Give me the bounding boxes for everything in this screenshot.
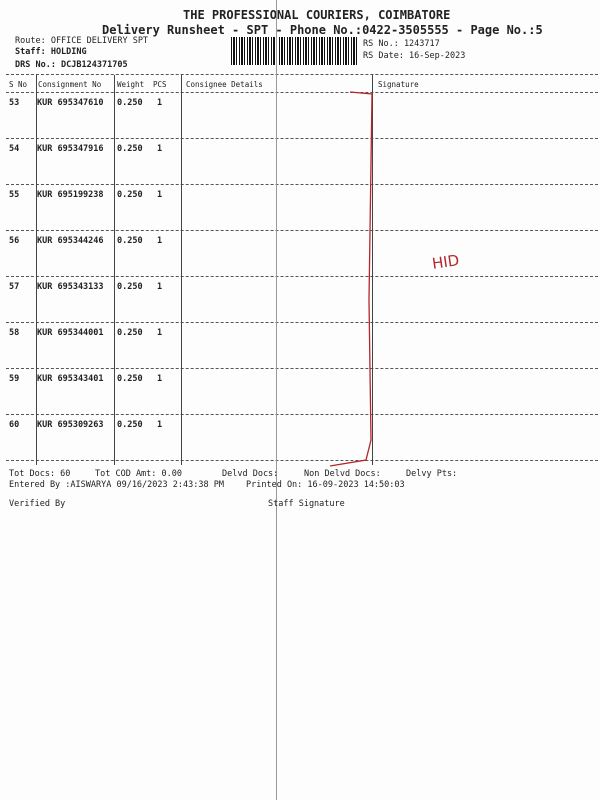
non-delvd-docs: Non Delvd Docs: <box>304 469 381 479</box>
tot-docs: Tot Docs: 60 <box>9 469 71 479</box>
rs-number: RS No.: 1243717 <box>363 39 440 49</box>
row-consignment-no: KUR 695344246 <box>37 236 104 246</box>
row-weight: 0.250 <box>117 282 143 292</box>
col-weight: Weight <box>117 80 145 89</box>
row-weight: 0.250 <box>117 144 143 154</box>
table-row: 54 KUR 695347916 0.250 1 <box>0 139 600 185</box>
row-consignment-no: KUR 695344001 <box>37 328 104 338</box>
table-row: 59 KUR 695343401 0.250 1 <box>0 369 600 415</box>
pen-stroke <box>329 91 373 467</box>
row-weight: 0.250 <box>117 420 143 430</box>
table-row: 58 KUR 695344001 0.250 1 <box>0 323 600 369</box>
row-sno: 55 <box>9 190 20 200</box>
row-weight: 0.250 <box>117 236 143 246</box>
row-sno: 59 <box>9 374 20 384</box>
col-sno: S No <box>9 80 28 89</box>
rs-date: RS Date: 16-Sep-2023 <box>363 51 466 61</box>
row-sno: 58 <box>9 328 20 338</box>
company-name: THE PROFESSIONAL COURIERS, COIMBATORE <box>183 8 451 22</box>
row-pcs: 1 <box>157 328 163 338</box>
row-pcs: 1 <box>157 144 163 154</box>
row-pcs: 1 <box>157 374 163 384</box>
scan-line <box>276 0 277 800</box>
entered-by: Entered By :AISWARYA 09/16/2023 2:43:38 … <box>9 480 224 490</box>
delvy-pts: Delvy Pts: <box>406 469 458 479</box>
row-consignment-no: KUR 695343133 <box>37 282 104 292</box>
runsheet-title: Delivery Runsheet - SPT - Phone No.:0422… <box>102 23 543 37</box>
row-pcs: 1 <box>157 98 163 108</box>
row-consignment-no: KUR 695309263 <box>37 420 104 430</box>
delvd-docs: Delvd Docs: <box>222 469 279 479</box>
route: Route: OFFICE DELIVERY SPT <box>15 36 149 46</box>
tot-cod: Tot COD Amt: 0.00 <box>95 469 182 479</box>
table-row: 55 KUR 695199238 0.250 1 <box>0 185 600 231</box>
verified-by: Verified By <box>9 499 66 509</box>
table-row: 60 KUR 695309263 0.250 1 <box>0 415 600 461</box>
row-pcs: 1 <box>157 420 163 430</box>
row-weight: 0.250 <box>117 98 143 108</box>
row-weight: 0.250 <box>117 190 143 200</box>
row-pcs: 1 <box>157 190 163 200</box>
col-consignee: Consignee Details <box>186 80 263 89</box>
row-consignment-no: KUR 695343401 <box>37 374 104 384</box>
row-sno: 56 <box>9 236 20 246</box>
row-sno: 60 <box>9 420 20 430</box>
col-consignment: Consignment No <box>38 80 102 89</box>
table-row: 53 KUR 695347610 0.250 1 <box>0 93 600 139</box>
row-pcs: 1 <box>157 282 163 292</box>
handwritten-note: HID <box>430 251 461 273</box>
row-sno: 57 <box>9 282 20 292</box>
row-consignment-no: KUR 695347610 <box>37 98 104 108</box>
row-sno: 53 <box>9 98 20 108</box>
table-row: 57 KUR 695343133 0.250 1 <box>0 277 600 323</box>
col-signature: Signature <box>378 80 419 89</box>
row-consignment-no: KUR 695347916 <box>37 144 104 154</box>
row-weight: 0.250 <box>117 328 143 338</box>
row-sno: 54 <box>9 144 20 154</box>
printed-on: Printed On: 16-09-2023 14:50:03 <box>246 480 405 490</box>
barcode <box>231 37 357 65</box>
row-pcs: 1 <box>157 236 163 246</box>
row-weight: 0.250 <box>117 374 143 384</box>
drs-number: DRS No.: DCJB124371705 <box>15 60 128 70</box>
table-row: 56 KUR 695344246 0.250 1 <box>0 231 600 277</box>
staff: Staff: HOLDING <box>15 47 87 57</box>
staff-signature: Staff Signature <box>268 499 345 509</box>
row-consignment-no: KUR 695199238 <box>37 190 104 200</box>
col-pcs: PCS <box>153 80 167 89</box>
